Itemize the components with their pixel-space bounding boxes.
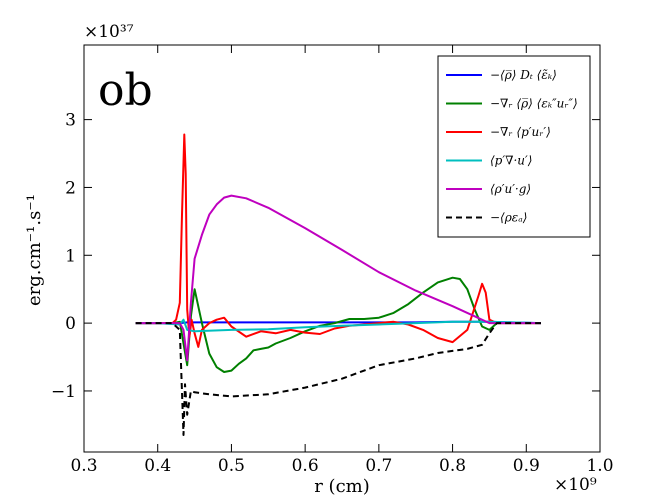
series-line-5 <box>135 194 541 362</box>
panel-label: ob <box>98 65 153 116</box>
series-line-6 <box>135 322 541 436</box>
ticks-layer: 0.3 0.4 0.5 0.6 0.7 0.8 0.9 1.0 −1 0 1 2 3 <box>51 45 614 476</box>
y-tick-label: 0 <box>65 314 76 334</box>
x-tick-label: 1.0 <box>586 456 613 476</box>
legend-label-2: −∇ᵣ ⟨ρ̅⟩ ⟨εₖ″uᵣ″⟩ <box>490 97 578 111</box>
legend-label-6: −⟨ρεₐ⟩ <box>490 211 527 225</box>
series-line-4 <box>135 318 542 333</box>
y-tick-label: 3 <box>65 111 76 131</box>
y-tick-label: 1 <box>65 246 76 266</box>
y-tick-label: 2 <box>65 178 76 198</box>
x-tick-label: 0.5 <box>218 456 245 476</box>
legend-frame <box>437 55 591 238</box>
x-tick-label: 0.3 <box>70 456 97 476</box>
y-multiplier: ×10³⁷ <box>84 22 134 42</box>
x-tick-label: 0.4 <box>144 456 171 476</box>
x-tick-label: 0.9 <box>513 456 540 476</box>
y-axis-label: erg.cm⁻¹.s⁻¹ <box>24 194 45 306</box>
series-line-3 <box>135 133 541 348</box>
legend-entries: −⟨ρ̅⟩ Dₜ ⟨ε̃ₖ⟩ −∇ᵣ ⟨ρ̅⟩ ⟨εₖ″uᵣ″⟩ −∇ᵣ ⟨p′uᵣ… <box>446 68 578 225</box>
series-line-2 <box>135 276 541 373</box>
axes-frame <box>83 44 601 453</box>
legend-label-5: ⟨ρ′u′·g⟩ <box>490 182 531 196</box>
legend: −⟨ρ̅⟩ Dₜ ⟨ε̃ₖ⟩ −∇ᵣ ⟨ρ̅⟩ ⟨εₖ″uᵣ″⟩ −∇ᵣ ⟨p′uᵣ… <box>437 55 591 238</box>
y-tick-label: −1 <box>51 382 76 402</box>
legend-label-3: −∇ᵣ ⟨p′uᵣ′⟩ <box>490 125 551 139</box>
x-axis-label: r (cm) <box>314 476 370 497</box>
series-layer <box>135 133 542 436</box>
legend-label-4: ⟨p′∇·u′⟩ <box>490 154 532 168</box>
x-tick-label: 0.6 <box>292 456 319 476</box>
legend-label-1: −⟨ρ̅⟩ Dₜ ⟨ε̃ₖ⟩ <box>490 68 557 82</box>
x-multiplier: ×10⁹ <box>554 475 597 495</box>
x-tick-label: 0.8 <box>439 456 466 476</box>
x-tick-label: 0.7 <box>365 456 392 476</box>
